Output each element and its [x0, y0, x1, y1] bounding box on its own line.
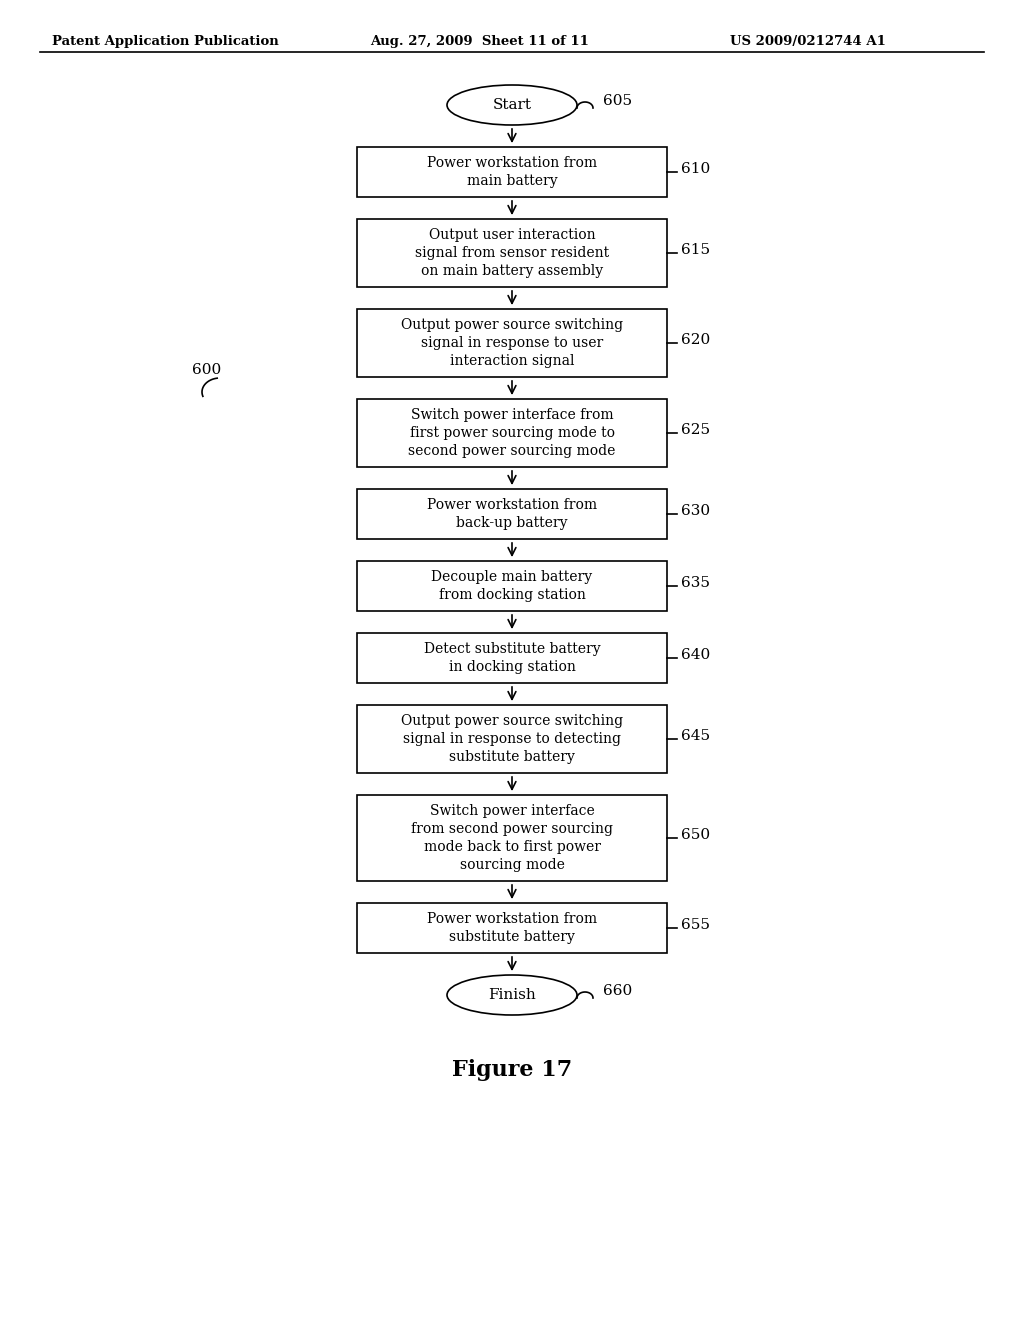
Text: Switch power interface
from second power sourcing
mode back to first power
sourc: Switch power interface from second power… [411, 804, 613, 871]
FancyBboxPatch shape [357, 705, 667, 774]
FancyBboxPatch shape [357, 488, 667, 539]
FancyBboxPatch shape [357, 309, 667, 378]
Text: 610: 610 [681, 162, 711, 176]
Text: Figure 17: Figure 17 [452, 1059, 572, 1081]
Text: 635: 635 [681, 576, 710, 590]
Text: Finish: Finish [488, 987, 536, 1002]
FancyBboxPatch shape [357, 147, 667, 197]
Text: Power workstation from
substitute battery: Power workstation from substitute batter… [427, 912, 597, 944]
Text: 625: 625 [681, 422, 710, 437]
Text: Power workstation from
main battery: Power workstation from main battery [427, 156, 597, 187]
Text: 620: 620 [681, 333, 711, 347]
Text: Detect substitute battery
in docking station: Detect substitute battery in docking sta… [424, 642, 600, 675]
Text: 605: 605 [603, 94, 632, 108]
Text: Output power source switching
signal in response to detecting
substitute battery: Output power source switching signal in … [401, 714, 623, 764]
Text: 630: 630 [681, 504, 710, 517]
Text: Decouple main battery
from docking station: Decouple main battery from docking stati… [431, 570, 593, 602]
Text: Start: Start [493, 98, 531, 112]
Text: 650: 650 [681, 828, 710, 842]
Text: 660: 660 [603, 983, 632, 998]
Text: 640: 640 [681, 648, 711, 663]
FancyBboxPatch shape [357, 399, 667, 467]
Text: Output user interaction
signal from sensor resident
on main battery assembly: Output user interaction signal from sens… [415, 228, 609, 277]
Text: 600: 600 [193, 363, 221, 378]
FancyBboxPatch shape [357, 903, 667, 953]
FancyBboxPatch shape [357, 634, 667, 682]
Text: 645: 645 [681, 729, 710, 743]
Text: Switch power interface from
first power sourcing mode to
second power sourcing m: Switch power interface from first power … [409, 408, 615, 458]
Text: US 2009/0212744 A1: US 2009/0212744 A1 [730, 36, 886, 48]
FancyBboxPatch shape [357, 561, 667, 611]
FancyBboxPatch shape [357, 795, 667, 880]
Text: Aug. 27, 2009  Sheet 11 of 11: Aug. 27, 2009 Sheet 11 of 11 [370, 36, 589, 48]
FancyBboxPatch shape [357, 219, 667, 286]
Text: Power workstation from
back-up battery: Power workstation from back-up battery [427, 498, 597, 529]
Text: Patent Application Publication: Patent Application Publication [52, 36, 279, 48]
Text: 615: 615 [681, 243, 710, 257]
Text: 655: 655 [681, 917, 710, 932]
Text: Output power source switching
signal in response to user
interaction signal: Output power source switching signal in … [401, 318, 623, 368]
